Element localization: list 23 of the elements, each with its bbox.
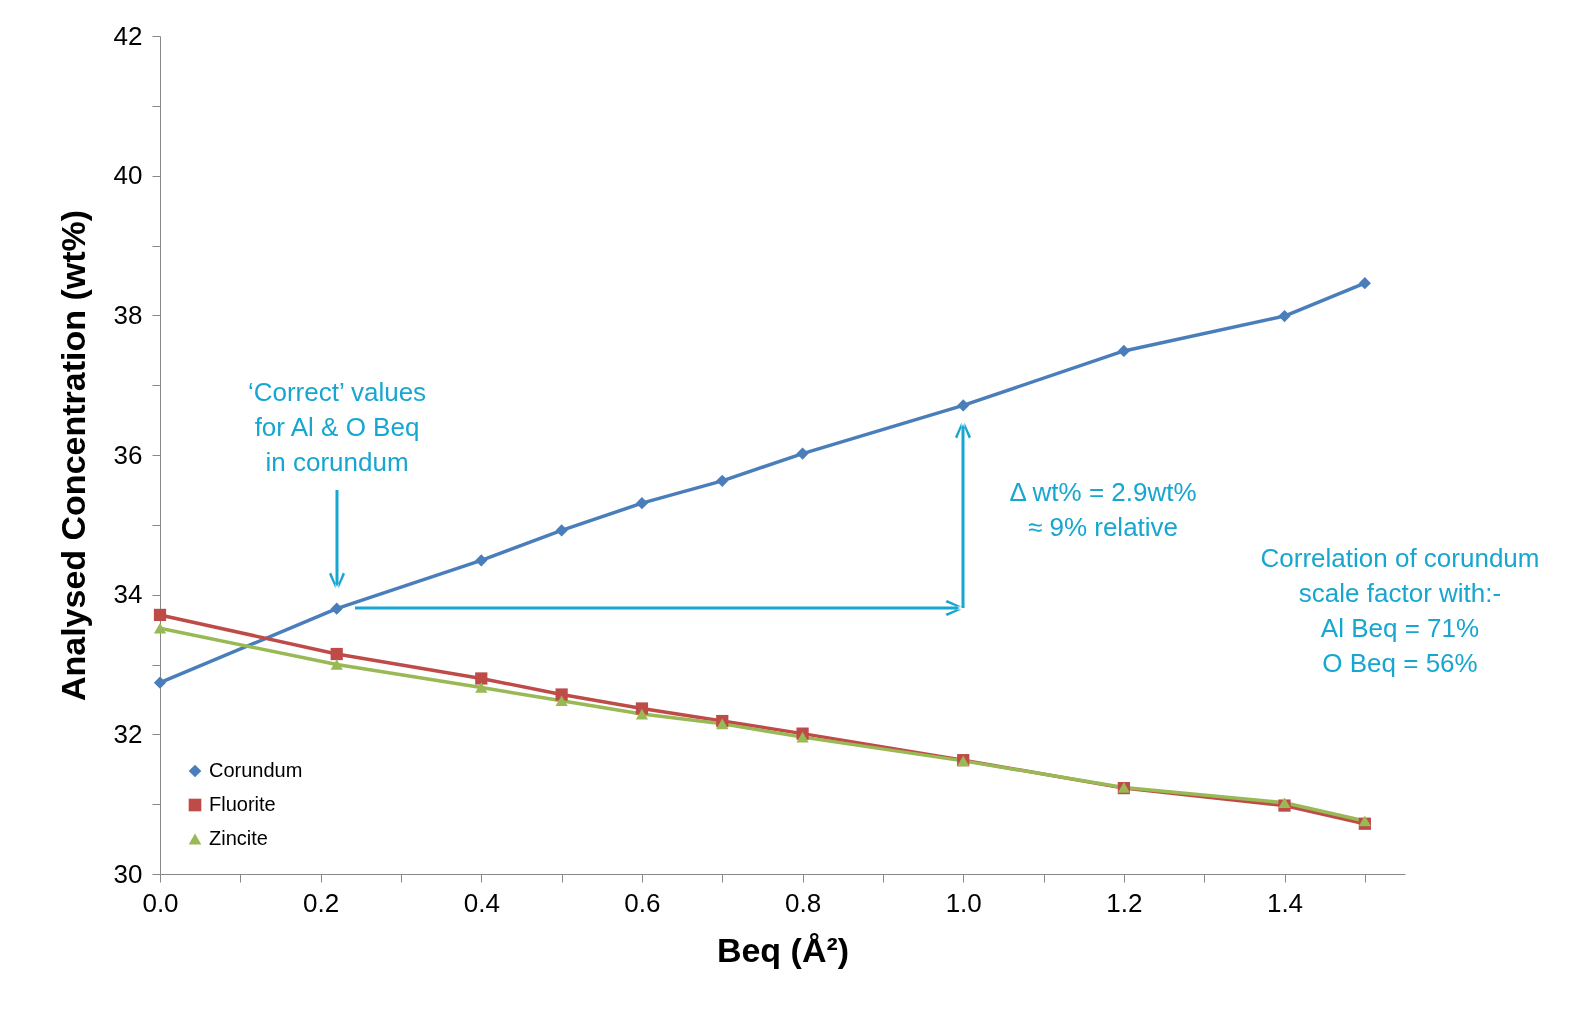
y-tick-label: 36: [113, 439, 143, 470]
x-axis-title: Beq (Å²): [716, 930, 850, 969]
annotation: ‘Correct’ values for Al & O Beq in corundum: [247, 377, 427, 477]
legend-label: Zincite: [209, 827, 268, 849]
x-tick-label: 1.4: [1266, 887, 1304, 918]
x-tick-label: 1.0: [945, 887, 982, 918]
x-tick-label: 0.6: [624, 887, 661, 918]
x-tick-label: 0.8: [785, 887, 822, 918]
y-tick-label: 42: [113, 20, 143, 51]
legend-label: Fluorite: [209, 793, 276, 815]
annotation: Correlation of corundum scale factor with:- Al Beq = 71% O Beq = 56%: [1260, 543, 1540, 678]
x-tick-label: 1.2: [1106, 887, 1143, 918]
x-tick-label: 0.2: [303, 887, 340, 918]
y-tick-label: 40: [113, 160, 143, 191]
y-tick-label: 32: [113, 718, 143, 749]
y-tick-label: 34: [113, 579, 143, 610]
x-tick-label: 0.4: [463, 887, 500, 918]
y-axis-title: Analysed Concentration (wt%): [53, 209, 92, 702]
legend-label: Corundum: [209, 759, 303, 781]
annotation: Δ wt% = 2.9wt% ≈ 9% relative: [1009, 477, 1197, 542]
x-tick-label: 0.0: [142, 887, 179, 918]
y-tick-label: 30: [113, 858, 143, 889]
y-tick-label: 38: [113, 299, 143, 330]
